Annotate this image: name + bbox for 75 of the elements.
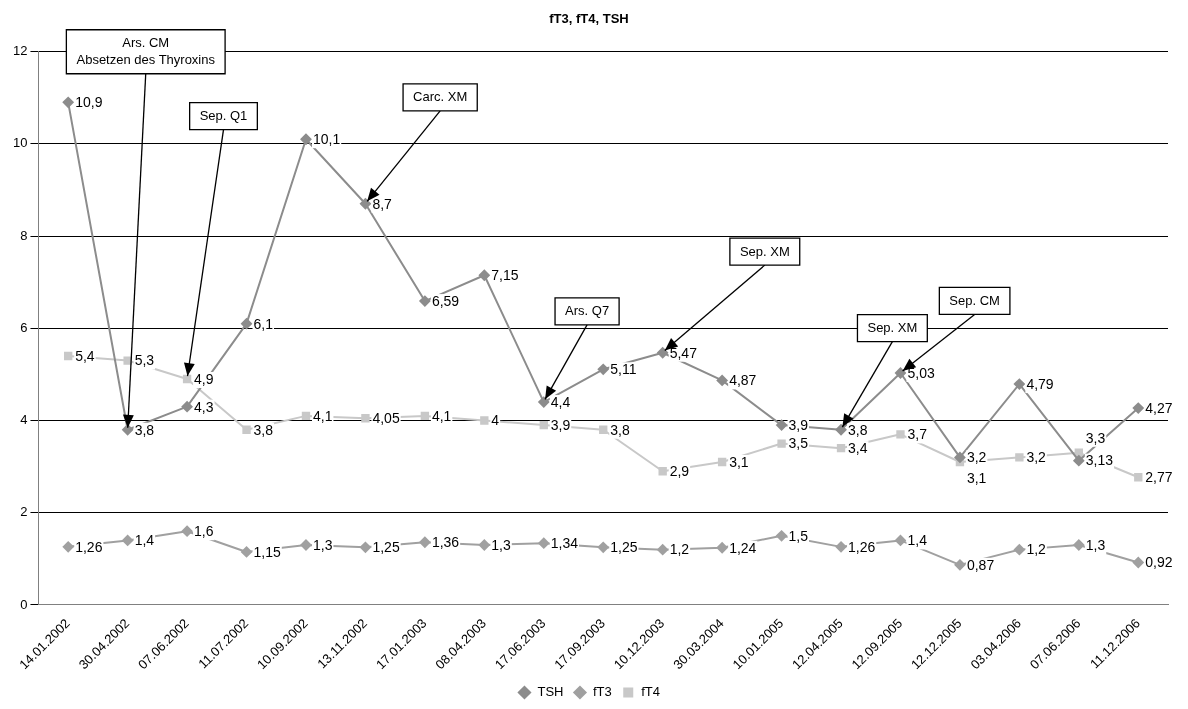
data-label: 2,77 xyxy=(1145,469,1173,486)
data-label: 1,25 xyxy=(610,539,638,556)
data-label: 1,6 xyxy=(194,523,214,540)
data-label: 3,3 xyxy=(1085,429,1106,446)
data-label: 1,3 xyxy=(312,536,333,553)
legend-label: TSH xyxy=(537,684,564,700)
data-label: 1,15 xyxy=(253,543,281,560)
data-label: 3,2 xyxy=(1026,449,1047,466)
data-label: 4,4 xyxy=(550,393,571,410)
y-tick-label: 8 xyxy=(20,227,28,243)
data-label: 5,47 xyxy=(669,344,698,361)
y-tick-label: 6 xyxy=(20,319,28,335)
data-label: 8,7 xyxy=(372,195,393,212)
data-label: 5,11 xyxy=(610,361,637,378)
data-label: 2,9 xyxy=(669,463,690,480)
data-label: 3,9 xyxy=(550,416,571,433)
data-label: 1,3 xyxy=(1085,536,1106,553)
data-label: 1,3 xyxy=(491,536,512,553)
data-label: 5,4 xyxy=(75,347,95,364)
y-tick-label: 4 xyxy=(20,412,28,428)
annotation: Sep. Q1 xyxy=(199,108,248,124)
data-label: 10,9 xyxy=(75,94,103,111)
data-label: 3,2 xyxy=(966,449,987,466)
data-label: 3,1 xyxy=(729,453,749,470)
annotation: Sep. XM xyxy=(739,243,790,259)
data-label: 3,8 xyxy=(253,421,274,438)
data-label: 3,8 xyxy=(848,421,868,438)
data-label: 4,3 xyxy=(194,398,214,415)
data-label: 5,3 xyxy=(134,352,155,369)
chart-title: fT3, fT4, TSH xyxy=(549,11,629,27)
data-label: 1,24 xyxy=(729,539,757,556)
data-label: 1,5 xyxy=(788,527,809,544)
data-label: 5,03 xyxy=(907,364,935,381)
data-label: 1,4 xyxy=(134,532,155,549)
data-label: 1,2 xyxy=(1026,541,1047,558)
data-label: 0,87 xyxy=(966,556,995,573)
annotation: Sep. CM xyxy=(949,293,1000,308)
data-label: 4,79 xyxy=(1026,375,1054,392)
annotation: Ars. Q7 xyxy=(565,303,610,319)
data-label: 7,15 xyxy=(491,267,519,284)
data-label: 3,9 xyxy=(788,416,809,433)
data-label: 1,2 xyxy=(669,541,690,558)
data-label: 6,59 xyxy=(431,292,460,309)
data-label: 1,34 xyxy=(550,535,579,552)
data-label: 1,36 xyxy=(431,534,460,551)
y-tick-label: 12 xyxy=(12,43,28,59)
data-label: 4,1 xyxy=(431,407,452,424)
data-label: 3,1 xyxy=(966,469,987,486)
data-label: 1,26 xyxy=(75,538,103,555)
data-label: 4,87 xyxy=(729,372,757,389)
data-label: 3,13 xyxy=(1085,452,1114,469)
data-label: 1,4 xyxy=(907,532,928,549)
data-label: 6,1 xyxy=(253,315,274,332)
legend-label: fT3 xyxy=(592,684,612,700)
data-label: 4,05 xyxy=(372,410,400,427)
annotation: Carc. XM xyxy=(413,89,468,105)
data-label: 3,8 xyxy=(610,421,630,438)
data-label: 3,5 xyxy=(788,435,809,452)
data-label: 3,7 xyxy=(907,426,928,443)
data-label: 0,92 xyxy=(1145,554,1173,571)
y-tick-label: 0 xyxy=(20,596,28,612)
data-label: 4,1 xyxy=(312,407,333,424)
data-label: 1,26 xyxy=(848,538,876,555)
data-label: 3,8 xyxy=(134,421,155,438)
annotation: Sep. XM xyxy=(867,320,918,336)
data-label: 3,4 xyxy=(848,440,868,457)
y-tick-label: 2 xyxy=(20,504,28,520)
annotation: Ars. CM Absetzen des Thyroxins xyxy=(76,35,216,68)
data-label: 10,1 xyxy=(312,131,341,148)
data-label: 4 xyxy=(491,412,500,429)
legend-label: fT4 xyxy=(641,684,661,700)
data-label: 1,25 xyxy=(372,539,400,556)
data-label: 4,27 xyxy=(1145,399,1173,416)
data-label: 4,9 xyxy=(194,370,214,387)
y-tick-label: 10 xyxy=(12,135,28,151)
